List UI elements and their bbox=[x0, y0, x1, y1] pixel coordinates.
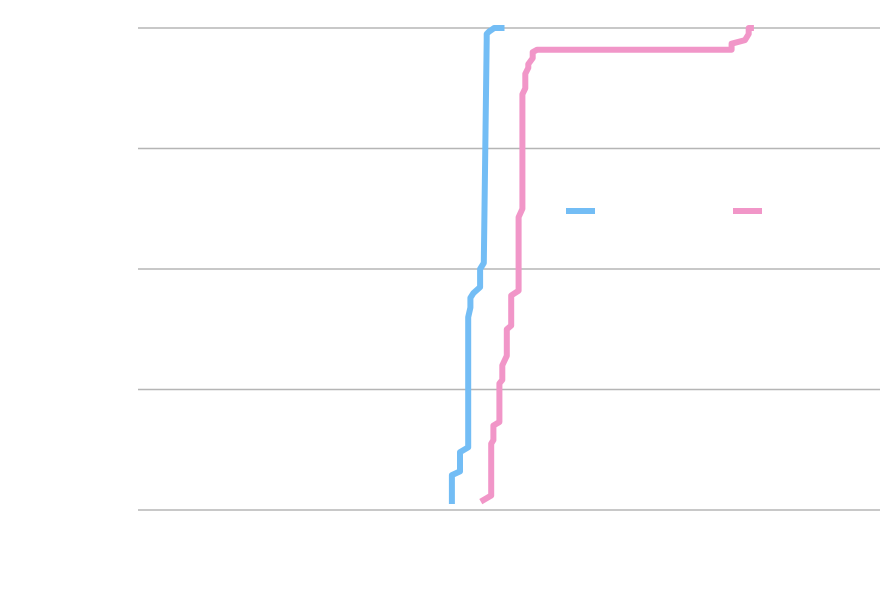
series-line-1 bbox=[448, 25, 505, 504]
series-line-2 bbox=[479, 25, 754, 505]
series-layer bbox=[448, 25, 754, 505]
grid bbox=[138, 27, 880, 511]
